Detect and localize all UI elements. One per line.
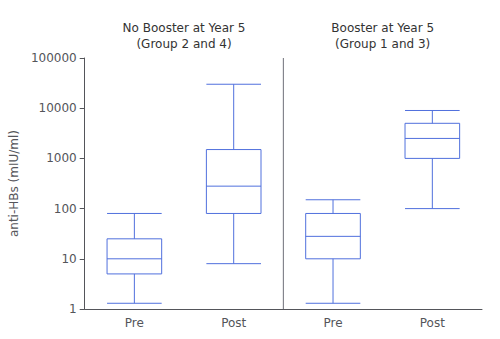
svg-text:1: 1 xyxy=(69,302,77,316)
svg-text:(Group 1 and 3): (Group 1 and 3) xyxy=(335,37,430,51)
svg-text:100000: 100000 xyxy=(31,51,77,65)
svg-text:No Booster at Year 5: No Booster at Year 5 xyxy=(123,21,246,35)
svg-text:(Group 2 and 4): (Group 2 and 4) xyxy=(136,37,231,51)
svg-text:1000: 1000 xyxy=(46,151,77,165)
svg-text:Pre: Pre xyxy=(125,316,144,330)
svg-text:Post: Post xyxy=(221,316,246,330)
svg-text:10000: 10000 xyxy=(39,101,77,115)
svg-text:anti-HBs (mIU/ml): anti-HBs (mIU/ml) xyxy=(7,130,21,237)
svg-text:Booster at Year 5: Booster at Year 5 xyxy=(331,21,434,35)
svg-text:10: 10 xyxy=(61,252,76,266)
svg-text:100: 100 xyxy=(54,202,77,216)
svg-text:Pre: Pre xyxy=(323,316,342,330)
svg-text:Post: Post xyxy=(420,316,445,330)
